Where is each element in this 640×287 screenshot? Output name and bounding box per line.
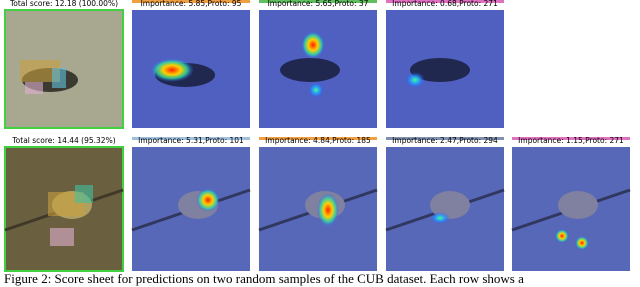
- color-bar: [386, 137, 504, 140]
- color-bar: [132, 0, 250, 3]
- panel-label: Total score: 14.44 (95.32%): [11, 136, 115, 145]
- panel-label: Importance: 2.47,Proto: 294: [392, 136, 498, 145]
- heatmap: [405, 72, 425, 88]
- heatmap: [301, 31, 325, 59]
- patch: [75, 185, 93, 203]
- patch: [50, 228, 74, 246]
- color-bar: [512, 137, 630, 140]
- heatmap: [575, 236, 589, 250]
- heatmap: [317, 193, 339, 227]
- panel-label: Importance: 4.84,Proto: 185: [265, 136, 371, 145]
- caption: Figure 2: Score sheet for predictions on…: [4, 271, 524, 286]
- heatmap: [196, 188, 220, 212]
- color-bar: [259, 0, 377, 3]
- patch: [25, 82, 43, 94]
- color-bar: [132, 137, 250, 140]
- bird: [410, 58, 470, 82]
- heatmap: [308, 82, 324, 98]
- row-2: Total score: 14.44 (95.32%) Importance: …: [4, 136, 631, 272]
- panel-label: Importance: 5.31,Proto: 101: [138, 136, 244, 145]
- heatmap: [430, 212, 450, 224]
- heatmap: [150, 58, 194, 82]
- color-bar: [259, 137, 377, 140]
- panel-label: Importance: 0.68,Proto: 271: [392, 0, 498, 8]
- panel-label: Importance: 5.85,Proto: 95: [141, 0, 242, 8]
- heatmap: [555, 229, 569, 243]
- patch: [52, 68, 66, 88]
- panel-label: Total score: 12.18 (100.00%): [9, 0, 118, 8]
- row-1: Total score: 12.18 (100.00%) Importance:…: [4, 0, 504, 129]
- panel-label: Importance: 5.65,Proto: 37: [268, 0, 369, 8]
- bird: [558, 191, 598, 219]
- color-bar: [386, 0, 504, 3]
- patch: [20, 60, 60, 82]
- panel-label: Importance: 1.15,Proto: 271: [518, 136, 624, 145]
- bird: [280, 58, 340, 82]
